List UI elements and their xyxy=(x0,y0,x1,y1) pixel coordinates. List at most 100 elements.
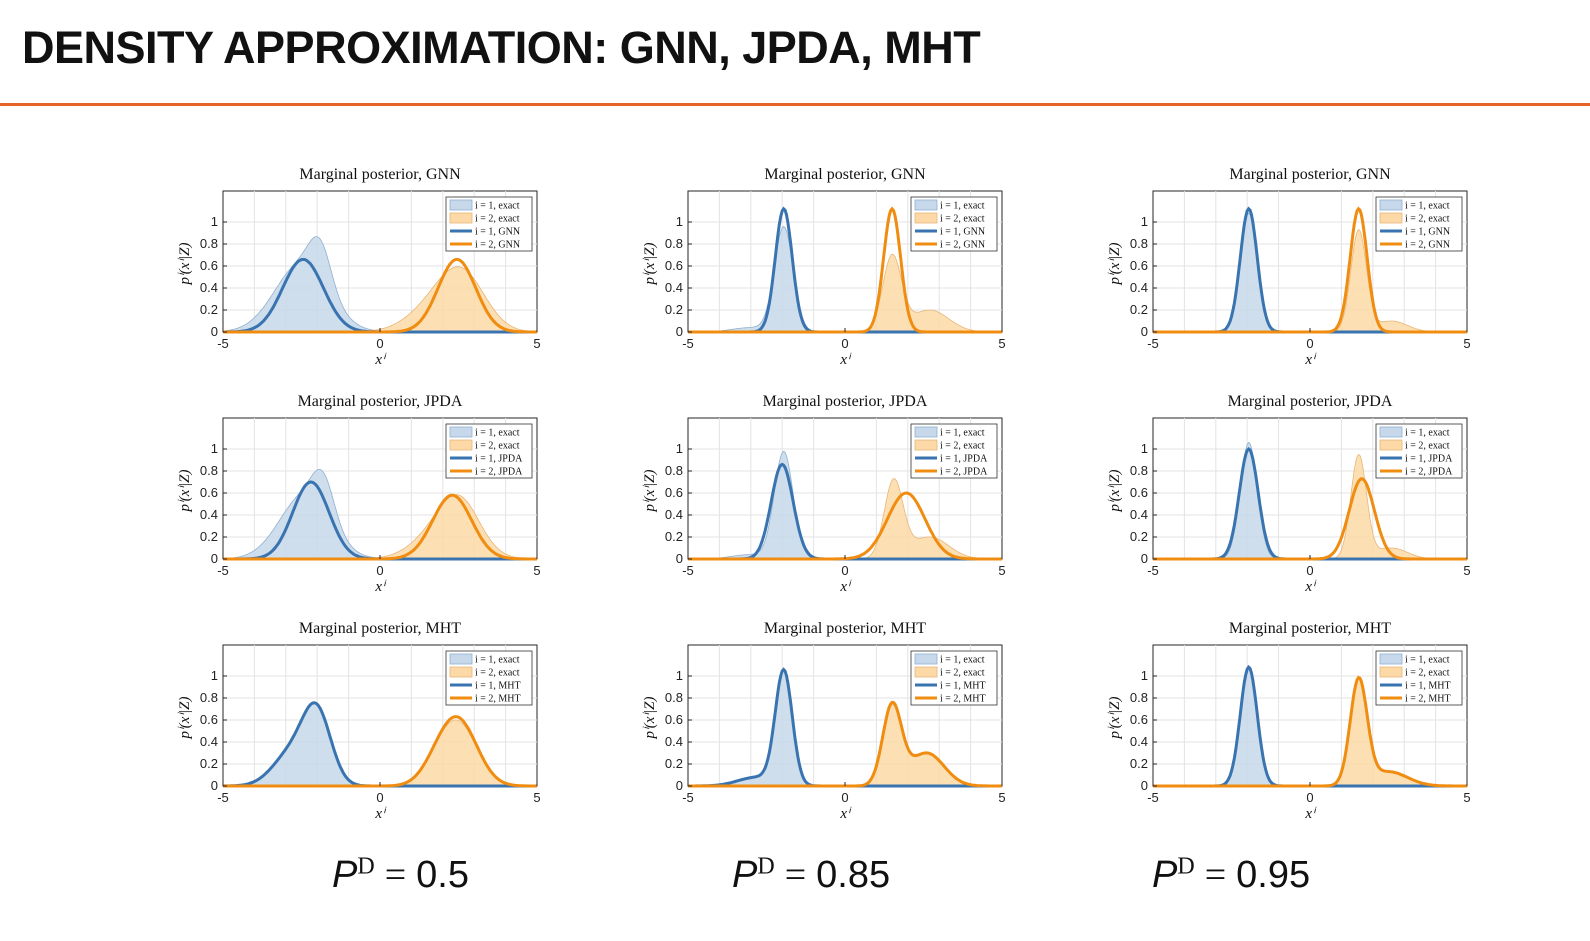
y-tick-label: 0.8 xyxy=(1130,463,1148,478)
panel-title: Marginal posterior, GNN xyxy=(299,166,461,183)
x-tick-label: 5 xyxy=(998,336,1005,351)
legend-label: i = 2, GNN xyxy=(1405,240,1450,251)
y-axis-label: pⁱ(xⁱ|Z) xyxy=(177,697,193,740)
legend-swatch xyxy=(914,666,938,678)
y-tick-label: 1 xyxy=(1141,214,1148,229)
y-tick-label: 0 xyxy=(211,551,218,566)
pd-symbol: P xyxy=(732,854,758,896)
y-tick-label: 0.8 xyxy=(1130,236,1148,251)
y-tick-label: 0.6 xyxy=(1130,485,1148,500)
legend-label: i = 1, exact xyxy=(475,201,520,212)
y-axis-label: pⁱ(xⁱ|Z) xyxy=(1107,697,1123,740)
panel-mht-1: Marginal posterior, MHT-5 0 500.20.40.60.8… xyxy=(177,620,541,822)
legend-label: i = 2, exact xyxy=(1405,441,1450,452)
panel-title: Marginal posterior, GNN xyxy=(1229,166,1391,183)
x-tick-label: 5 xyxy=(1463,336,1470,351)
legend-label: i = 2, GNN xyxy=(940,240,985,251)
legend-swatch xyxy=(1379,666,1403,678)
legend-swatch xyxy=(449,426,473,438)
x-tick-label: 0 xyxy=(376,790,383,805)
slide-title: DENSITY APPROXIMATION: GNN, JPDA, MHT xyxy=(22,22,981,73)
legend: i = 1, exact i = 2, exact i = 1, JPDA i = 2… xyxy=(910,423,998,479)
legend-label: i = 1, GNN xyxy=(1405,227,1450,238)
x-tick-label: -5 xyxy=(217,336,229,351)
y-tick-label: 0 xyxy=(1141,778,1148,793)
legend-label: i = 1, exact xyxy=(1405,428,1450,439)
title-underline xyxy=(0,103,1590,106)
legend-label: i = 1, MHT xyxy=(475,681,521,692)
pd-superscript: D xyxy=(1177,853,1195,880)
y-tick-label: 0 xyxy=(211,324,218,339)
legend-label: i = 1, GNN xyxy=(940,227,985,238)
pd-equals: = xyxy=(1204,854,1227,896)
legend-swatch xyxy=(1379,199,1403,211)
legend-swatch xyxy=(1379,653,1403,665)
legend-label: i = 2, exact xyxy=(475,441,520,452)
y-tick-label: 0.8 xyxy=(1130,690,1148,705)
x-tick-label: 0 xyxy=(376,336,383,351)
legend-swatch xyxy=(1379,426,1403,438)
legend: i = 1, exact i = 2, exact i = 1, MHT i = 2,… xyxy=(445,650,533,706)
x-axis-label: xⁱ xyxy=(1304,579,1317,595)
y-tick-label: 0.2 xyxy=(1130,302,1148,317)
pd-value: 0.95 xyxy=(1236,854,1311,896)
x-axis-label: xⁱ xyxy=(839,352,852,368)
legend-swatch xyxy=(914,212,938,224)
y-tick-label: 0.2 xyxy=(1130,529,1148,544)
legend: i = 1, exact i = 2, exact i = 1, GNN i = 2,… xyxy=(910,196,998,252)
x-tick-label: -5 xyxy=(1147,790,1159,805)
legend-label: i = 1, exact xyxy=(940,201,985,212)
legend-label: i = 1, MHT xyxy=(940,681,986,692)
y-tick-label: 0.8 xyxy=(665,236,683,251)
legend: i = 1, exact i = 2, exact i = 1, GNN i = 2,… xyxy=(1375,196,1463,252)
y-tick-label: 0.6 xyxy=(1130,258,1148,273)
x-tick-label: 5 xyxy=(1463,790,1470,805)
y-tick-label: 0.4 xyxy=(200,280,218,295)
legend-label: i = 2, exact xyxy=(940,668,985,679)
pd-symbol: P xyxy=(1152,854,1178,896)
pd-value: 0.5 xyxy=(416,854,469,896)
x-tick-label: 0 xyxy=(376,563,383,578)
x-axis-label: xⁱ xyxy=(1304,352,1317,368)
y-tick-label: 0.6 xyxy=(200,258,218,273)
x-tick-label: -5 xyxy=(217,790,229,805)
panel-jpda-3: Marginal posterior, JPDA-5 0 500.20.40.60.… xyxy=(1107,393,1471,595)
legend-label: i = 1, exact xyxy=(475,428,520,439)
legend-label: i = 2, exact xyxy=(940,441,985,452)
y-tick-label: 0.6 xyxy=(200,712,218,727)
x-tick-label: -5 xyxy=(1147,336,1159,351)
x-tick-label: 0 xyxy=(841,563,848,578)
legend-label: i = 1, exact xyxy=(1405,655,1450,666)
panel-title: Marginal posterior, MHT xyxy=(1229,620,1391,637)
legend-label: i = 2, exact xyxy=(475,668,520,679)
y-axis-label: pⁱ(xⁱ|Z) xyxy=(177,470,193,513)
y-tick-label: 0 xyxy=(676,324,683,339)
legend-label: i = 2, JPDA xyxy=(940,467,988,478)
y-axis-label: pⁱ(xⁱ|Z) xyxy=(1107,470,1123,513)
y-tick-label: 0.4 xyxy=(200,734,218,749)
y-tick-label: 0.4 xyxy=(1130,280,1148,295)
legend-label: i = 2, exact xyxy=(475,214,520,225)
y-tick-label: 0.4 xyxy=(665,280,683,295)
legend: i = 1, exact i = 2, exact i = 1, GNN i = 2,… xyxy=(445,196,533,252)
y-tick-label: 0.6 xyxy=(665,258,683,273)
y-axis-label: pⁱ(xⁱ|Z) xyxy=(1107,243,1123,286)
pd-equals: = xyxy=(384,854,407,896)
y-tick-label: 1 xyxy=(676,214,683,229)
pd-value: 0.85 xyxy=(816,854,891,896)
y-tick-label: 0.2 xyxy=(665,756,683,771)
legend-label: i = 2, MHT xyxy=(1405,694,1451,705)
y-tick-label: 1 xyxy=(676,441,683,456)
x-tick-label: 0 xyxy=(1306,790,1313,805)
panel-title: Marginal posterior, MHT xyxy=(299,620,461,637)
y-tick-label: 0.2 xyxy=(665,529,683,544)
legend-label: i = 2, MHT xyxy=(475,694,521,705)
legend-label: i = 2, exact xyxy=(1405,668,1450,679)
legend: i = 1, exact i = 2, exact i = 1, JPDA i = 2… xyxy=(445,423,533,479)
legend-label: i = 1, JPDA xyxy=(940,454,988,465)
y-tick-label: 0.4 xyxy=(665,507,683,522)
legend: i = 1, exact i = 2, exact i = 1, JPDA i = 2… xyxy=(1375,423,1463,479)
y-tick-label: 1 xyxy=(1141,441,1148,456)
y-axis-label: pⁱ(xⁱ|Z) xyxy=(177,243,193,286)
y-tick-label: 0.4 xyxy=(1130,507,1148,522)
